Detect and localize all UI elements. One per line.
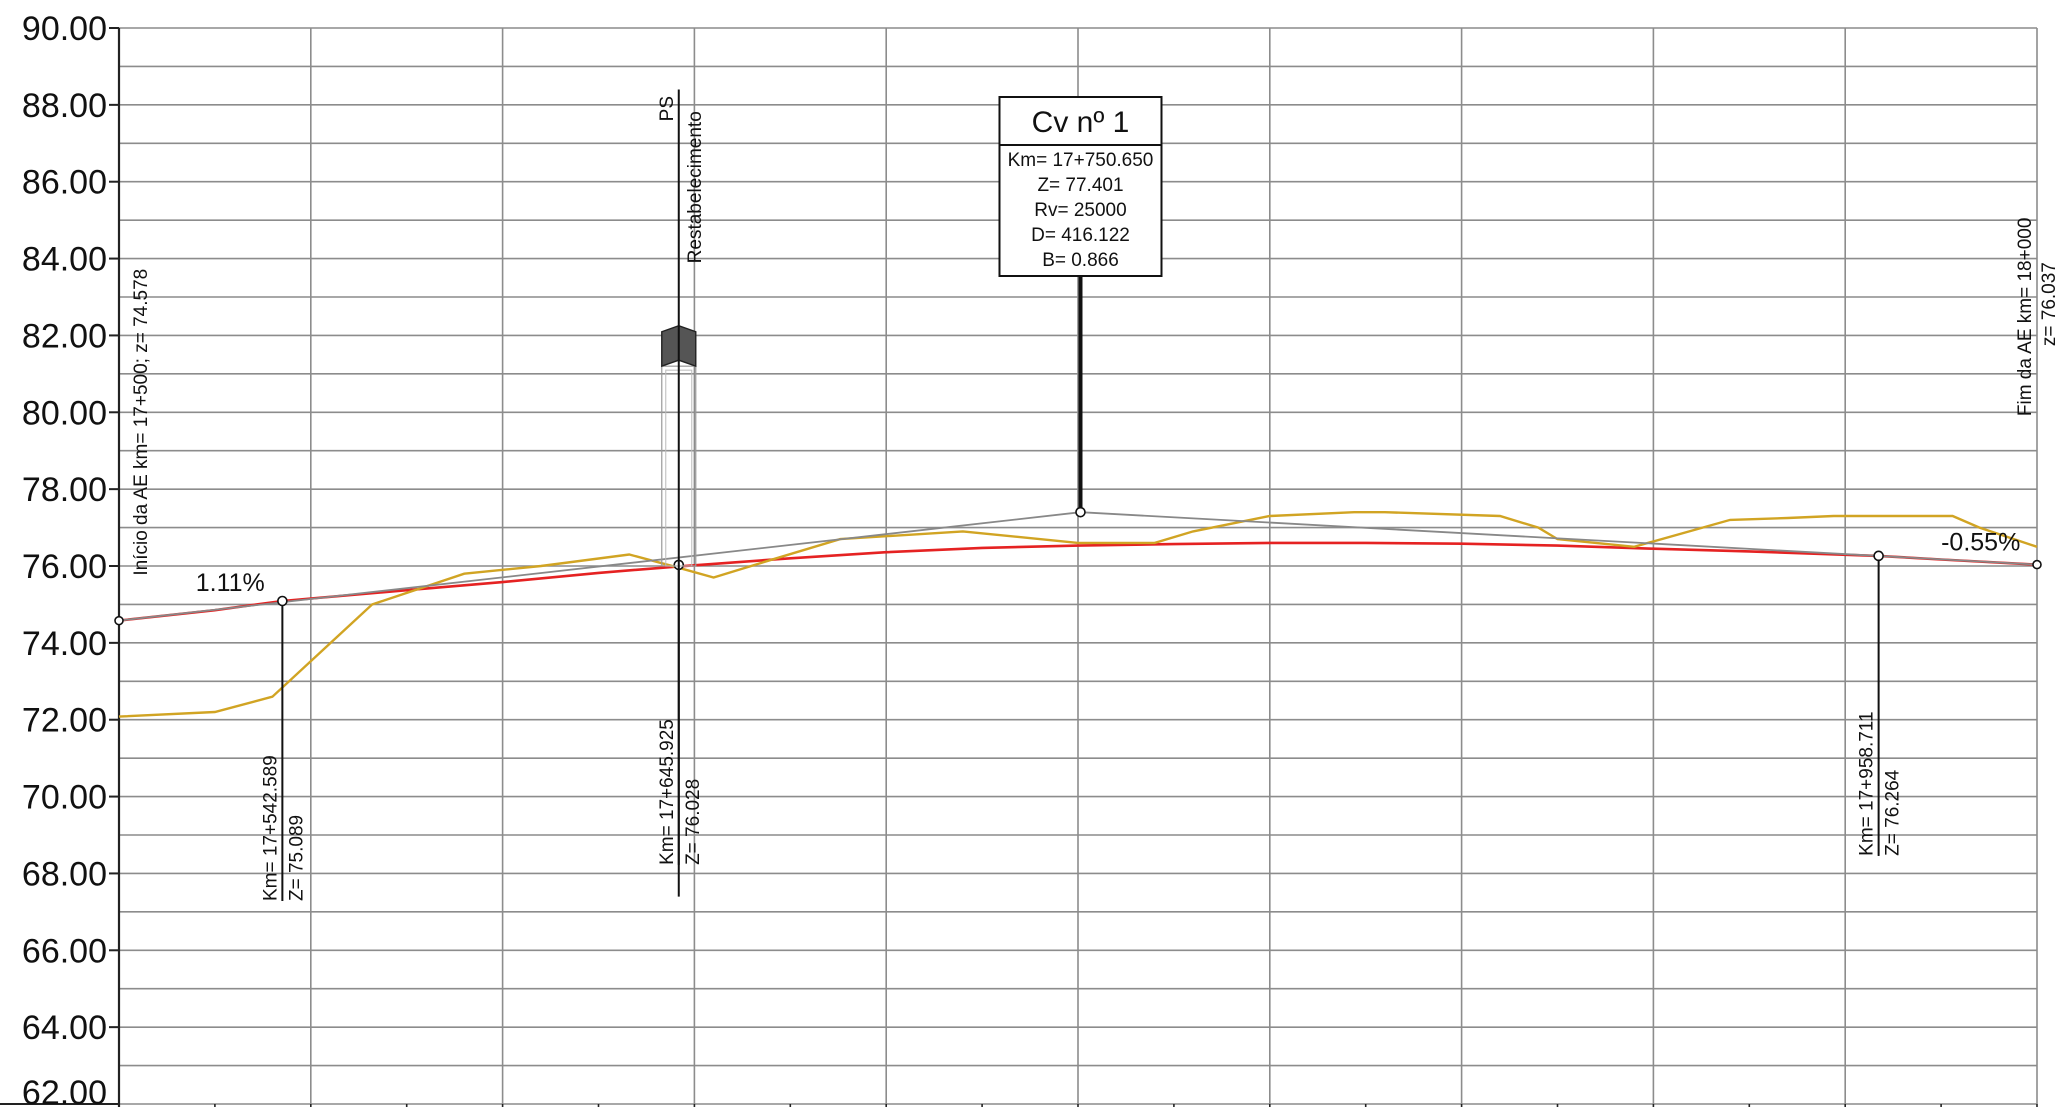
vertex-z-label: Z= 76.028 xyxy=(683,779,704,865)
y-tick-label: 80.00 xyxy=(22,394,107,432)
start-label-group: Início da AE km= 17+500; z= 74.578 xyxy=(131,269,152,576)
curve-param-label: Rv= 25000 xyxy=(1034,200,1126,221)
y-tick-label: 68.00 xyxy=(22,855,107,893)
vertex-km-label: Km= 17+645.925 xyxy=(657,719,678,865)
vertex-marker xyxy=(1873,550,1884,562)
y-tick-label: 84.00 xyxy=(22,241,107,279)
vertex-label-group: Km= 17+645.925 Z= 76.028 xyxy=(657,684,704,865)
y-tick-label: 90.00 xyxy=(22,10,107,48)
structure-type-label: PS xyxy=(657,96,678,121)
vertex-label-group: Km= 17+542.589 Z= 75.089 xyxy=(260,721,307,902)
y-tick-label: 64.00 xyxy=(22,1009,107,1047)
y-tick-label: 74.00 xyxy=(22,625,107,663)
end-marker xyxy=(2032,559,2042,570)
vertex-z-label: Z= 75.089 xyxy=(286,815,307,901)
vertex-km-label: Km= 17+958.711 xyxy=(1857,711,1878,855)
start-marker xyxy=(114,615,124,626)
series-terrain xyxy=(118,511,2038,718)
structure-name-group: Restabelecimento xyxy=(685,111,706,263)
curve-vertex-marker xyxy=(1075,506,1086,518)
start-label: Início da AE km= 17+500; z= 74.578 xyxy=(131,269,152,576)
vertex-z-label: Z= 76.264 xyxy=(1883,769,1904,856)
y-tick-label: 62.00 xyxy=(22,1074,107,1107)
y-tick-label: 78.00 xyxy=(22,471,107,509)
end-label-group: Fim da AE km= 18+000 z= 76.037 xyxy=(2015,218,2060,417)
vertex-km-label: Km= 17+542.589 xyxy=(260,755,281,901)
y-tick-label: 72.00 xyxy=(22,702,107,740)
vertex-label-group: Km= 17+958.711 Z= 76.264 xyxy=(1857,675,1904,856)
curve-param-label: B= 0.866 xyxy=(1042,250,1119,271)
y-tick-label: 66.00 xyxy=(22,932,107,970)
end-km-label: Fim da AE km= 18+000 xyxy=(2015,218,2036,417)
y-tick-label: 76.00 xyxy=(22,548,107,586)
curve-param-label: Z= 77.401 xyxy=(1037,175,1123,196)
curve-title: Cv nº 1 xyxy=(1032,106,1130,139)
curve-param-label: D= 416.122 xyxy=(1031,225,1130,246)
annotations: 1.11%-0.55%Km= 17+542.589 Z= 75.089 Km= 17… xyxy=(114,89,2060,902)
y-tick-label: 82.00 xyxy=(22,317,107,355)
series-grade-line xyxy=(118,541,2038,622)
grade-label: -0.55% xyxy=(1941,529,2020,557)
y-axis: 90.00 88.00 86.00 84.00 82.00 80.00 78.00 76.00… xyxy=(0,10,2038,1107)
grade-label: 1.11% xyxy=(196,569,265,597)
curve-info-box xyxy=(998,96,1163,277)
y-tick-label: 70.00 xyxy=(22,779,107,817)
structure-name-label: Restabelecimento xyxy=(685,111,706,263)
y-tick-label: 86.00 xyxy=(22,164,107,202)
y-tick-label: 88.00 xyxy=(22,87,107,125)
curve-param-label: Km= 17+750.650 xyxy=(1008,150,1154,171)
vertex-marker xyxy=(277,595,288,607)
end-z-label: z= 76.037 xyxy=(2039,262,2060,346)
structure-label-group: PS xyxy=(657,96,678,121)
